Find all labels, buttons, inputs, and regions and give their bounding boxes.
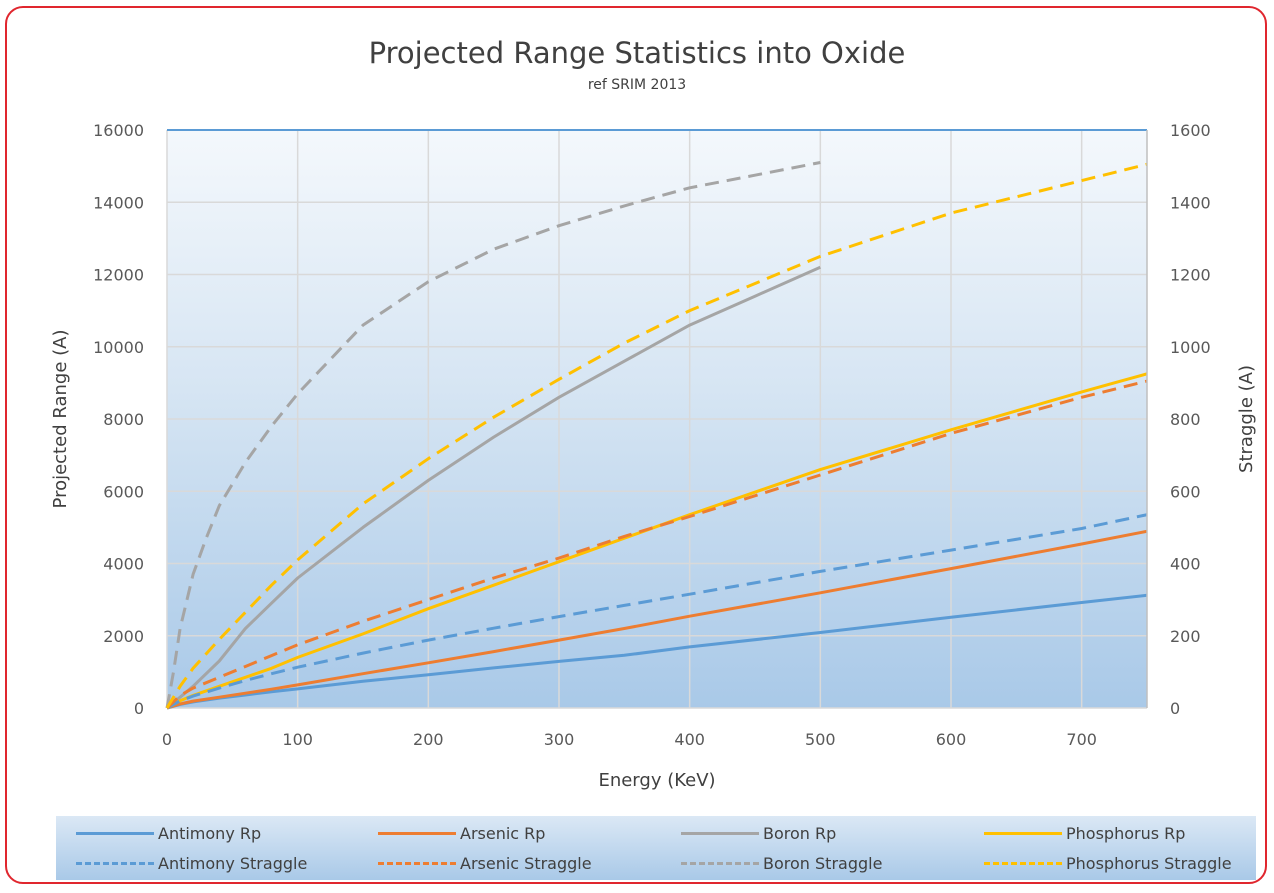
legend-swatch <box>378 831 456 835</box>
y-tick-label: 4000 <box>103 555 144 574</box>
y-tick-label: 10000 <box>93 338 144 357</box>
legend-label: Antimony Straggle <box>158 853 308 873</box>
series-line-antimony-straggle <box>166 513 1148 710</box>
series-line-boron-straggle <box>165 161 821 709</box>
legend-label: Phosphorus Rp <box>1066 823 1186 843</box>
y-axis-label: Projected Range (A) <box>50 330 71 509</box>
series-line-arsenic-straggle <box>165 379 1148 710</box>
legend-label: Phosphorus Straggle <box>1066 853 1232 873</box>
legend-item: Arsenic Rp <box>378 821 545 845</box>
legend-item: Antimony Straggle <box>76 851 307 875</box>
y-tick-label: 6000 <box>103 482 144 501</box>
legend-swatch <box>681 861 759 865</box>
y-tick-label: 16000 <box>93 121 144 140</box>
legend-swatch <box>76 831 154 835</box>
x-tick-label: 200 <box>413 730 444 749</box>
legend-swatch <box>76 861 154 865</box>
y2-tick-label: 1000 <box>1170 338 1211 357</box>
legend-item: Boron Straggle <box>681 851 882 875</box>
x-tick-label: 700 <box>1066 730 1097 749</box>
y-tick-label: 2000 <box>103 627 144 646</box>
y-tick-label: 0 <box>134 699 144 718</box>
legend-item: Phosphorus Straggle <box>984 851 1232 875</box>
y2-tick-label: 1400 <box>1170 193 1211 212</box>
y-tick-label: 8000 <box>103 410 144 429</box>
y2-tick-label: 200 <box>1170 627 1201 646</box>
chart-legend: Antimony Rp Arsenic Rp Boron Rp Phosphorus … <box>56 816 1256 880</box>
legend-item: Arsenic Straggle <box>378 851 592 875</box>
series-line-arsenic-rp <box>166 529 1148 710</box>
series-line-boron-rp <box>166 265 821 710</box>
y2-tick-label: 400 <box>1170 555 1201 574</box>
legend-label: Arsenic Straggle <box>460 853 592 873</box>
y2-tick-label: 600 <box>1170 482 1201 501</box>
legend-item: Phosphorus Rp <box>984 821 1185 845</box>
chart-subtitle: ref SRIM 2013 <box>587 77 687 93</box>
x-tick-label: 300 <box>544 730 575 749</box>
x-tick-label: 0 <box>162 730 172 749</box>
legend-swatch <box>378 861 456 865</box>
legend-item: Antimony Rp <box>76 821 261 845</box>
chart-title: Projected Range Statistics into Oxide <box>368 36 906 70</box>
legend-swatch <box>984 861 1062 865</box>
x-tick-label: 100 <box>282 730 313 749</box>
legend-swatch <box>681 831 759 835</box>
legend-swatch <box>984 831 1062 835</box>
x-tick-label: 600 <box>936 730 967 749</box>
y2-tick-label: 1200 <box>1170 266 1211 285</box>
legend-label: Antimony Rp <box>158 823 262 843</box>
legend-label: Arsenic Rp <box>460 823 546 843</box>
y2-tick-label: 0 <box>1170 699 1180 718</box>
x-axis-label: Energy (KeV) <box>598 770 715 791</box>
y2-axis-label: Straggle (A) <box>1236 365 1257 473</box>
y2-tick-label: 1600 <box>1170 121 1211 140</box>
legend-label: Boron Straggle <box>763 853 883 873</box>
x-tick-label: 500 <box>805 730 836 749</box>
y2-tick-label: 800 <box>1170 410 1201 429</box>
series-line-phosphorus-straggle <box>165 162 1148 709</box>
y-tick-label: 14000 <box>93 193 144 212</box>
legend-label: Boron Rp <box>763 823 837 843</box>
y-tick-label: 12000 <box>93 266 144 285</box>
legend-item: Boron Rp <box>681 821 836 845</box>
x-tick-label: 400 <box>674 730 705 749</box>
